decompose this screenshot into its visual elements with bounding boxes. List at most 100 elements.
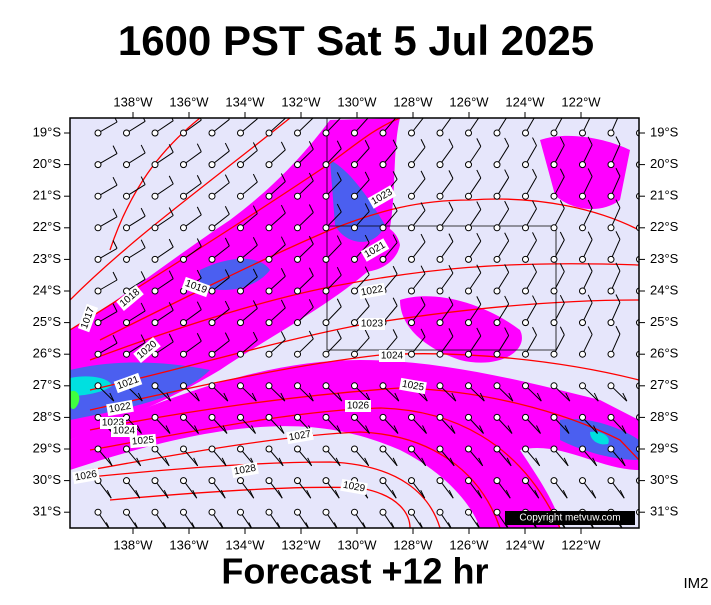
barb-shaft xyxy=(411,178,426,197)
barb-station xyxy=(237,382,244,390)
barb-shaft xyxy=(382,448,398,467)
barb-station xyxy=(208,192,216,200)
barb-flag xyxy=(252,205,258,214)
barb-station xyxy=(94,129,102,137)
barb-shaft xyxy=(439,385,457,402)
barb-station xyxy=(94,508,102,516)
isobar-label: 1024 xyxy=(111,425,137,437)
barb-station xyxy=(408,192,415,200)
lon-label-top: 134°W xyxy=(225,94,265,109)
barb-shaft xyxy=(553,448,569,467)
barb-station xyxy=(465,319,472,327)
barb-station xyxy=(465,508,472,516)
barb-station xyxy=(294,319,301,327)
barb-station xyxy=(522,161,529,169)
barb-shaft xyxy=(211,417,228,434)
barb-flag xyxy=(280,173,286,182)
barb-flag xyxy=(112,208,118,218)
lon-label-bottom: 132°W xyxy=(281,537,321,552)
barb-flag xyxy=(587,168,593,177)
barb-flag xyxy=(563,457,569,467)
barb-flag xyxy=(135,489,141,499)
barb-flag xyxy=(249,489,255,499)
barb-flag xyxy=(476,264,482,273)
barb-shaft xyxy=(468,272,482,292)
barb-station xyxy=(208,255,216,263)
barb-flag xyxy=(308,235,314,245)
barb-shaft xyxy=(439,178,454,197)
barb-station xyxy=(465,129,472,137)
barb-station xyxy=(607,350,615,358)
barb-flag xyxy=(336,425,342,434)
barb-station xyxy=(294,508,301,516)
barb-flag xyxy=(592,457,598,467)
barb-station xyxy=(379,161,387,169)
isobar-label: 1023 xyxy=(359,318,385,330)
lon-label-top: 122°W xyxy=(561,94,601,109)
barb-station xyxy=(351,224,358,232)
barb-flag xyxy=(168,207,174,216)
barb-flag xyxy=(308,330,314,340)
barb-flag xyxy=(532,295,537,304)
isobar-label: 1022 xyxy=(106,399,134,417)
barb-station xyxy=(522,224,529,232)
lat-label-right: 25°S xyxy=(650,314,679,329)
barb-shaft xyxy=(268,339,286,355)
barb-shaft xyxy=(553,417,570,434)
barb-flag xyxy=(140,239,146,248)
barb-shaft xyxy=(411,210,426,229)
barb-flag xyxy=(278,457,284,467)
barb-station xyxy=(408,445,415,453)
barb-shaft xyxy=(154,183,174,197)
barb-station xyxy=(123,319,130,327)
copyright: Copyright metvuw.com xyxy=(519,513,620,524)
barb-shaft xyxy=(553,302,565,323)
barb-station xyxy=(351,287,358,295)
barb-station xyxy=(493,161,501,169)
barb-station xyxy=(237,255,244,263)
barb-station xyxy=(180,129,187,137)
lon-label-bottom: 124°W xyxy=(505,537,545,552)
lat-label-left: 21°S xyxy=(33,188,62,203)
barb-station xyxy=(322,445,330,453)
barb-shaft xyxy=(525,208,537,229)
barb-shaft xyxy=(297,212,314,229)
barb-flag xyxy=(224,142,230,152)
barb-station xyxy=(265,350,273,358)
barb-station xyxy=(465,477,472,485)
barb-flag xyxy=(532,326,537,336)
barb-shaft xyxy=(154,480,169,499)
barb-flag xyxy=(196,206,202,216)
barb-shaft xyxy=(97,247,118,260)
barb-station xyxy=(493,192,501,200)
barb-shaft xyxy=(268,181,286,197)
barb-shaft xyxy=(525,385,542,402)
barb-flag xyxy=(587,263,593,272)
barb-flag xyxy=(615,231,621,240)
isobar-label: 1024 xyxy=(379,350,405,362)
barb-shaft xyxy=(268,118,286,134)
barb-flag xyxy=(420,233,426,243)
barb-station xyxy=(493,413,501,421)
barb-station xyxy=(607,445,615,453)
barb-shaft xyxy=(211,448,227,467)
forecast-label: Forecast +12 hr xyxy=(221,551,488,592)
barb-flag xyxy=(591,489,597,499)
barb-flag xyxy=(308,299,314,308)
barb-flag xyxy=(196,301,202,310)
barb-shaft xyxy=(411,336,426,355)
barb-shaft xyxy=(468,240,482,260)
barb-station xyxy=(180,445,187,453)
barb-station xyxy=(579,255,586,263)
barb-flag xyxy=(364,266,370,275)
barb-station xyxy=(322,129,330,137)
barb-flag xyxy=(251,392,257,402)
barb-station xyxy=(94,192,102,200)
barb-flag xyxy=(364,171,370,181)
barb-flag xyxy=(559,231,565,241)
barb-shaft xyxy=(183,119,202,134)
barb-flag xyxy=(420,170,426,180)
barb-flag xyxy=(112,334,118,344)
barb-shaft xyxy=(610,207,621,229)
